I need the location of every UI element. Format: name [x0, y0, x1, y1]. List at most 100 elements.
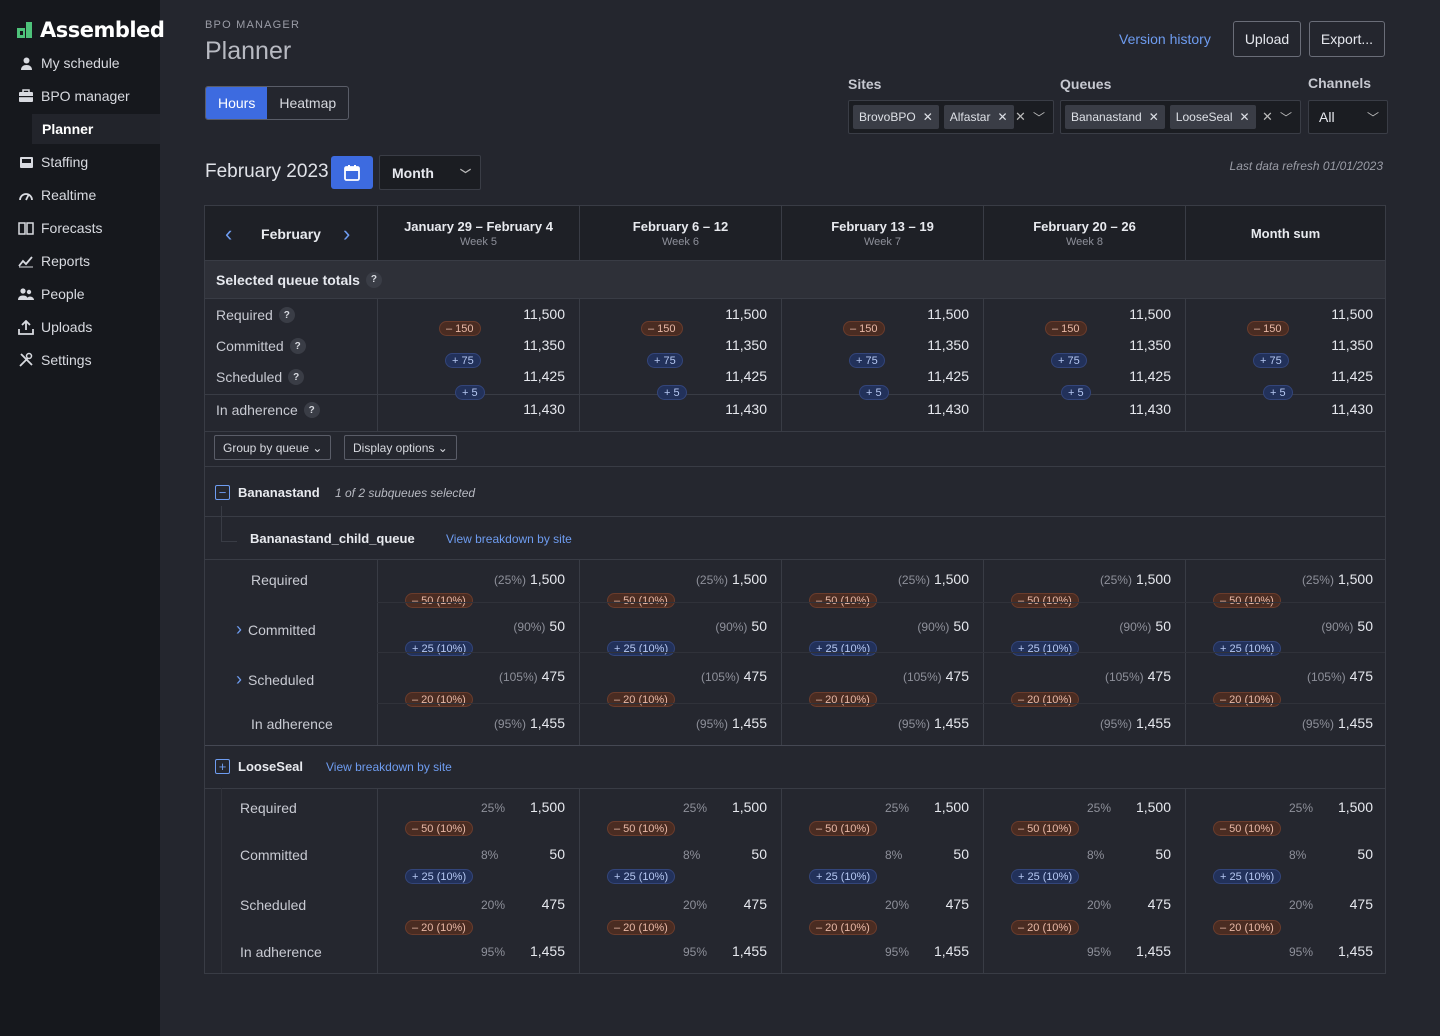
tools-icon [18, 352, 34, 368]
queue-value: (25%) 1,500 [1013, 571, 1171, 587]
value-text: 1,455 [1337, 715, 1373, 731]
channels-select[interactable]: All ﹀ [1308, 100, 1388, 134]
clear-icon[interactable]: ✕ [1262, 109, 1273, 124]
sidebar-item-planner[interactable]: Planner [32, 114, 160, 144]
child-queue-name: Bananastand_child_queue [250, 531, 415, 546]
sidebar-item-people[interactable]: People [0, 279, 160, 309]
totals-value: 11,350 [523, 337, 565, 353]
sidebar-item-label: BPO manager [41, 88, 130, 104]
export-button[interactable]: Export... [1309, 21, 1385, 57]
delta-badge: + 75 [1253, 353, 1289, 368]
chevron-down-icon[interactable]: ﹀ [1033, 111, 1046, 125]
upload-button[interactable]: Upload [1233, 21, 1301, 57]
sidebar-item-settings[interactable]: Settings [0, 345, 160, 375]
collapse-icon[interactable]: − [215, 485, 230, 500]
totals-value: 11,500 [1331, 306, 1373, 322]
percent-text: 20% [885, 898, 910, 912]
period-mode-select[interactable]: Month ﹀ [379, 155, 481, 190]
chevron-right-icon[interactable]: › [343, 220, 351, 246]
totals-value: 11,500 [725, 306, 767, 322]
display-options-select[interactable]: Display options ⌄ [344, 435, 457, 460]
percent-text: 95% [885, 945, 910, 959]
view-breakdown-link[interactable]: View breakdown by site [326, 760, 452, 774]
chevron-down-icon: ﹀ [1367, 111, 1380, 125]
clear-icon[interactable]: ✕ [1015, 109, 1026, 124]
row-label-text: In adherence [240, 944, 322, 960]
help-icon[interactable]: ? [365, 271, 382, 288]
column-title: February 6 – 12 [632, 219, 729, 234]
delta-badge: + 5 [1263, 385, 1293, 400]
chevron-right-icon[interactable]: › [236, 619, 242, 639]
gauge-icon [18, 187, 34, 203]
chevron-right-icon[interactable]: › [236, 669, 242, 689]
queue-row-label[interactable]: › Committed [236, 619, 316, 640]
sidebar-item-reports[interactable]: Reports [0, 246, 160, 276]
sidebar-item-staffing[interactable]: Staffing [0, 147, 160, 177]
view-toggle: Hours Heatmap [205, 86, 350, 120]
totals-value: 11,425 [523, 368, 565, 384]
totals-value: 11,350 [1129, 337, 1171, 353]
calendar-button[interactable] [331, 156, 373, 189]
hours-tab[interactable]: Hours [206, 87, 268, 119]
value-text: 1,455 [529, 715, 565, 731]
help-icon[interactable]: ? [288, 369, 305, 385]
sidebar-item-realtime[interactable]: Realtime [0, 180, 160, 210]
brand-logo[interactable]: Assembled [16, 18, 165, 42]
briefcase-icon [18, 88, 34, 104]
remove-icon[interactable]: ✕ [1239, 110, 1250, 124]
last-refresh-text: Last data refresh 01/01/2023 [1229, 159, 1383, 173]
percent-text: 95% [1087, 945, 1112, 959]
sidebar-item-my-schedule[interactable]: My schedule [0, 48, 160, 78]
remove-icon[interactable]: ✕ [1148, 110, 1159, 124]
display-options-label: Display options [353, 440, 435, 455]
people-icon [18, 286, 34, 302]
percent-text: (90%) [1119, 620, 1152, 634]
sidebar-item-forecasts[interactable]: Forecasts [0, 213, 160, 243]
remove-icon[interactable]: ✕ [922, 110, 933, 124]
delta-badge: + 75 [445, 353, 481, 368]
delta-badge: – 50 (10%) [1213, 593, 1281, 608]
column-title: February 13 – 19 [831, 219, 934, 234]
sites-label: Sites [848, 76, 882, 92]
help-icon[interactable]: ? [289, 338, 306, 354]
sidebar-item-uploads[interactable]: Uploads [0, 312, 160, 342]
channels-label: Channels [1308, 75, 1372, 91]
sidebar-item-label: Settings [41, 352, 92, 368]
queue-value: (90%) 50 [407, 618, 565, 634]
heatmap-tab[interactable]: Heatmap [279, 95, 337, 111]
sidebar-item-label: Forecasts [41, 220, 103, 236]
help-icon[interactable]: ? [278, 307, 295, 323]
view-breakdown-link[interactable]: View breakdown by site [446, 532, 572, 546]
row-label-text: In adherence [251, 716, 333, 732]
queue-row-label[interactable]: › Scheduled [236, 669, 314, 690]
value-text: 1,455 [731, 943, 767, 959]
site-chip: Alfastar ✕ [943, 105, 1014, 129]
chevron-down-icon[interactable]: ﹀ [1280, 111, 1293, 125]
percent-text: (105%) [1104, 670, 1144, 684]
delta-badge: – 50 (10%) [405, 821, 473, 836]
queue-name: LooseSeal [238, 759, 304, 774]
sidebar-item-bpo-manager[interactable]: BPO manager [0, 81, 160, 111]
row-divider [377, 703, 1385, 704]
brand-name: Assembled [40, 18, 165, 42]
expand-icon[interactable]: + [215, 759, 230, 774]
value-text: 50 [751, 846, 767, 862]
upload-icon [18, 319, 34, 335]
delta-badge: + 75 [647, 353, 683, 368]
percent-text: (25%) [1301, 573, 1334, 587]
remove-icon[interactable]: ✕ [997, 110, 1008, 124]
value-text: 475 [743, 896, 767, 912]
sites-select[interactable]: BrovoBPO ✕ Alfastar ✕ ✕ ﹀ [848, 100, 1054, 134]
chevron-left-icon[interactable]: ‹ [225, 220, 233, 246]
delta-badge: + 25 (10%) [1011, 869, 1080, 884]
delta-badge: – 20 (10%) [1213, 920, 1281, 935]
column-week: Week 5 [459, 236, 498, 248]
version-history-link[interactable]: Version history [1119, 31, 1211, 47]
group-by-select[interactable]: Group by queue ⌄ [214, 435, 332, 460]
help-icon[interactable]: ? [303, 402, 320, 418]
percent-text: (95%) [1301, 717, 1334, 731]
queues-select[interactable]: Bananastand ✕ LooseSeal ✕ ✕ ﹀ [1060, 100, 1301, 134]
value-text: 50 [1155, 618, 1171, 634]
column-divider [983, 788, 984, 973]
sidebar-item-label: Planner [42, 121, 94, 137]
